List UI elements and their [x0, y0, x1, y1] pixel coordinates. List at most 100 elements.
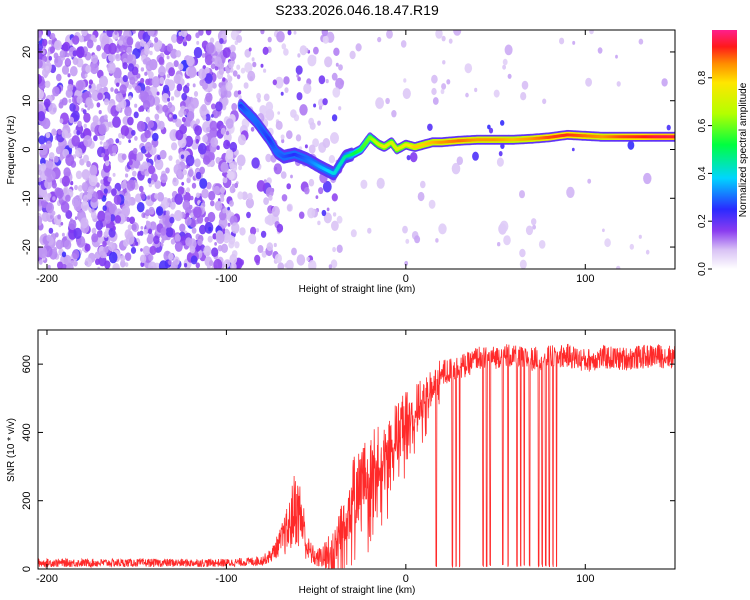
spectrogram-speckle [59, 118, 64, 124]
spectrogram-speckle [38, 58, 43, 69]
spectrogram-speckle [124, 262, 129, 267]
spectrogram-speckle [66, 53, 70, 58]
spectrogram-speckle [227, 206, 231, 211]
spectrogram-speckle [108, 241, 116, 252]
spectrogram-speckle [228, 60, 234, 69]
spectrogram-speckle [168, 259, 172, 266]
spectrogram-speckle [178, 63, 184, 71]
spectrogram-speckle [60, 221, 64, 226]
y-tick-label: 20 [21, 46, 33, 58]
spectrogram-speckle [324, 56, 333, 68]
spectrogram-speckle [205, 92, 213, 103]
spectrogram-speckle [102, 252, 107, 259]
spectrogram-speckle [193, 91, 199, 97]
spectrogram-speckle [328, 264, 333, 269]
spectrogram-speckle [107, 138, 114, 146]
spectrogram-speckle [247, 192, 253, 200]
spectrogram-speckle [321, 209, 327, 217]
spectrogram-speckle [243, 82, 249, 89]
spectrogram-speckle [41, 49, 46, 55]
y-tick-label: 10 [21, 95, 33, 107]
spectrogram-speckle [74, 184, 78, 191]
spectrogram-speckle [287, 30, 292, 36]
spectrogram-speckle [147, 177, 152, 184]
spectrogram-speckle [47, 51, 51, 56]
spectrogram-speckle [226, 173, 230, 178]
spectrogram-speckle [499, 220, 509, 232]
x-tick-label: -100 [215, 573, 237, 585]
spectrogram-speckle [297, 53, 301, 58]
spectrogram-speckle [171, 142, 178, 151]
spectrogram-speckle [167, 101, 173, 109]
spectrogram-speckle [127, 54, 134, 62]
spectrogram-speckle [92, 115, 99, 124]
spectrogram-speckle [53, 52, 59, 59]
spectrogram-speckle [280, 91, 284, 96]
spectrogram-speckle [306, 256, 310, 262]
spectrogram-speckle [115, 53, 121, 62]
spectrogram-speckle [268, 194, 273, 201]
spectrogram-speckle [136, 73, 141, 79]
spectrogram-speckle [67, 84, 74, 92]
spectrogram-speckle [156, 192, 164, 202]
spectrogram-speckle [161, 238, 165, 244]
spectrogram-speckle [86, 39, 94, 49]
spectrogram-speckle [100, 179, 104, 184]
spectrogram-speckle [107, 176, 112, 183]
spectrogram-speckle [51, 210, 56, 216]
spectrogram-speckle [126, 179, 136, 191]
spectrogram-speckle [154, 158, 164, 171]
spectrogram-speckle [220, 196, 225, 203]
spectrogram-speckle [256, 92, 261, 100]
spectrogram-speckle [169, 201, 176, 210]
spectrogram-speckle [286, 203, 293, 212]
spectrogram-speckle [160, 173, 168, 184]
spectrogram-speckle [187, 66, 197, 78]
spectrogram-speckle [186, 82, 190, 87]
spectrogram-speckle [331, 72, 338, 81]
spectrogram-speckle [98, 123, 107, 135]
spectrogram-speckle [285, 259, 294, 269]
spectrogram-speckle [136, 152, 144, 162]
spectrogram-speckle [74, 216, 78, 221]
spectrogram-speckle [194, 158, 201, 168]
spectrogram-speckle [386, 30, 393, 39]
spectrogram-speckle [168, 155, 173, 161]
spectrogram-speckle [326, 63, 330, 68]
spectrogram-speckle [177, 171, 185, 180]
spectrogram-speckle [264, 215, 272, 225]
spectrogram-speckle [90, 211, 97, 219]
spectrogram-speckle [210, 200, 215, 207]
spectrogram-speckle [89, 62, 99, 75]
spectrogram-speckle [103, 246, 109, 254]
spectrogram-speckle [496, 157, 504, 167]
spectrogram-speckle [317, 120, 321, 126]
y-tick-label: 0 [21, 146, 33, 152]
spectrogram-speckle [121, 134, 125, 139]
spectrogram-speckle [75, 149, 79, 155]
spectrogram-speckle [95, 258, 100, 265]
spectrogram-speckle [322, 180, 332, 193]
spectrogram-speckle [214, 65, 219, 71]
spectrogram-speckle [254, 254, 261, 264]
chart-title: S233.2026.046.18.47.R19 [275, 2, 439, 18]
spectrogram-speckle [331, 114, 338, 122]
spectrogram-speckle [136, 120, 146, 132]
spectrogram-speckle [148, 254, 154, 262]
spectrogram-speckle [276, 223, 284, 233]
spectrogram-speckle [118, 40, 123, 46]
spectrogram-speckle [265, 153, 272, 163]
spectrogram-speckle [122, 75, 128, 83]
spectrogram-speckle [375, 97, 384, 109]
spectrogram-speckle [229, 162, 235, 170]
spectrogram-ridge-layer [237, 98, 675, 181]
spectrogram-speckle [48, 39, 52, 45]
spectrogram-speckle [141, 193, 146, 200]
spectrogram-speckle [38, 89, 44, 100]
spectrogram-speckle [237, 191, 244, 200]
spectrogram-speckle [149, 245, 157, 255]
spectrogram-speckle [502, 58, 508, 66]
spectrogram-speckle [265, 108, 275, 121]
spectrogram-speckle [220, 161, 229, 173]
